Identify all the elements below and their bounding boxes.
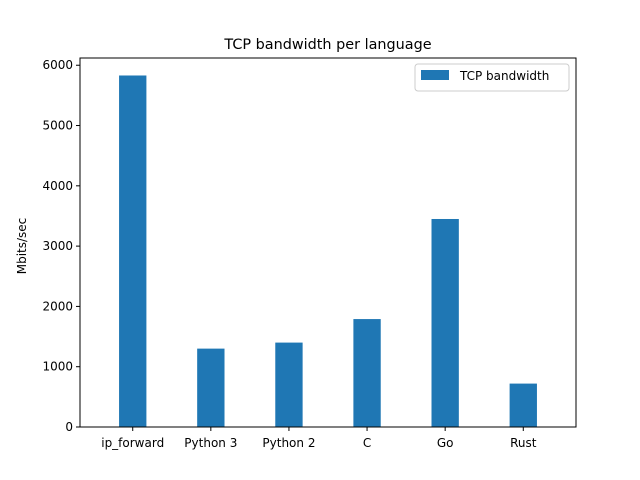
x-tick-label: ip_forward xyxy=(101,436,164,450)
y-tick-label: 6000 xyxy=(42,58,73,72)
bar-go xyxy=(431,218,459,427)
bar-ip-forward xyxy=(119,75,147,428)
y-tick-label: 2000 xyxy=(42,299,73,313)
x-tick-label: C xyxy=(363,436,371,450)
plot-frame xyxy=(79,57,577,428)
bar-python-2 xyxy=(275,342,303,427)
x-tick-label: Python 3 xyxy=(184,436,237,450)
x-tick-label: Go xyxy=(437,436,454,450)
y-axis-label: Mbits/sec xyxy=(15,218,29,275)
y-tick-label: 3000 xyxy=(42,239,73,253)
legend-box xyxy=(414,63,570,92)
y-tick-label: 1000 xyxy=(42,360,73,374)
legend-label: TCP bandwidth xyxy=(459,69,549,83)
legend: TCP bandwidth xyxy=(414,63,570,92)
y-axis-ticks: 0 1000 2000 3000 4000 5000 6000 xyxy=(42,58,80,434)
y-tick-label: 5000 xyxy=(42,119,73,133)
y-tick-label: 0 xyxy=(65,420,73,434)
bars-group xyxy=(119,75,537,428)
bar-rust xyxy=(509,383,537,427)
x-tick-label: Python 2 xyxy=(262,436,315,450)
bar-c xyxy=(353,319,381,427)
y-tick-label: 4000 xyxy=(42,179,73,193)
chart-title: TCP bandwidth per language xyxy=(223,37,431,53)
bar-python-3 xyxy=(197,348,225,427)
x-axis-ticks: ip_forward Python 3 Python 2 C Go Rust xyxy=(101,427,537,450)
legend-swatch xyxy=(421,70,449,80)
x-tick-label: Rust xyxy=(510,436,537,450)
